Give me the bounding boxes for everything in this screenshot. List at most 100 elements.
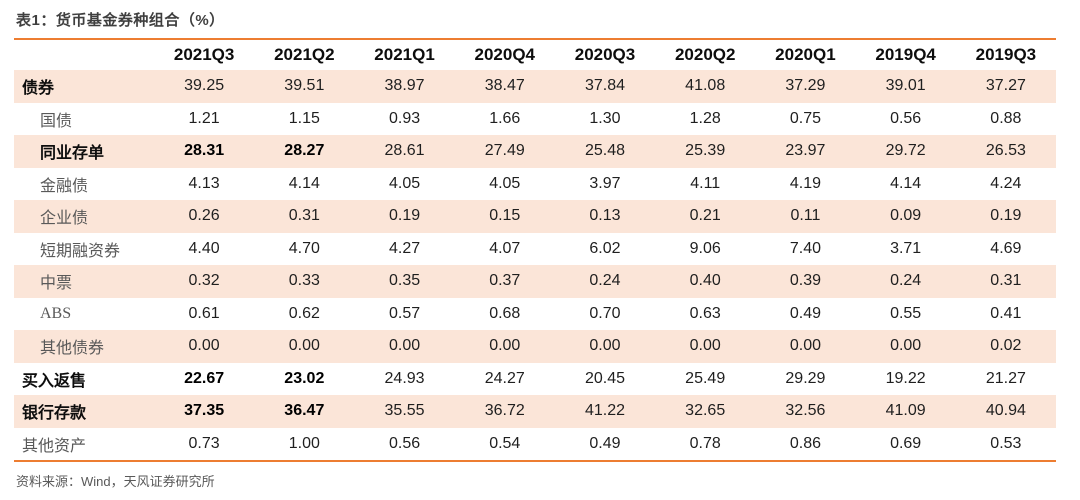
column-header: 2020Q4 bbox=[474, 45, 536, 64]
value-cell: 0.37 bbox=[489, 272, 521, 290]
value-cell: 29.72 bbox=[885, 142, 926, 160]
value-cell: 4.27 bbox=[388, 239, 421, 257]
row-label: ABS bbox=[40, 304, 72, 322]
header-corner-cell bbox=[14, 40, 154, 70]
value-cell: 0.40 bbox=[689, 272, 721, 290]
value-cell: 0.00 bbox=[689, 337, 721, 355]
row-label: 其他资产 bbox=[22, 437, 87, 455]
value-cell: 25.49 bbox=[685, 369, 726, 387]
table-row: 买入返售 22.67 23.02 24.93 24.27 20.45 25.49 29.29 1… bbox=[14, 363, 1056, 396]
data-table: 2021Q3 2021Q2 2021Q1 2020Q4 2020Q3 2020Q2 2020… bbox=[14, 40, 1056, 460]
row-label: 国债 bbox=[40, 112, 73, 130]
table-body: 债券 39.25 39.51 38.97 38.47 37.84 41.08 37.29 39.… bbox=[14, 70, 1056, 460]
value-cell: 41.09 bbox=[885, 402, 926, 420]
value-cell: 0.73 bbox=[188, 434, 220, 452]
value-cell: 0.78 bbox=[689, 434, 721, 452]
value-cell: 20.45 bbox=[584, 369, 625, 387]
value-cell: 29.29 bbox=[785, 369, 826, 387]
value-cell: 4.70 bbox=[288, 239, 320, 257]
value-cell: 0.88 bbox=[990, 109, 1022, 127]
value-cell: 24.27 bbox=[484, 369, 525, 387]
value-cell: 0.31 bbox=[288, 207, 320, 225]
value-cell: 0.54 bbox=[489, 434, 521, 452]
value-cell: 28.27 bbox=[284, 142, 325, 160]
value-cell: 28.31 bbox=[184, 142, 225, 160]
value-cell: 0.41 bbox=[990, 304, 1022, 322]
row-label: 中票 bbox=[40, 275, 73, 293]
row-label: 银行存款 bbox=[22, 405, 87, 423]
value-cell: 0.00 bbox=[388, 337, 421, 355]
table-row: ABS 0.61 0.62 0.57 0.68 0.70 0.63 0.49 0.55 0.41 bbox=[14, 298, 1056, 331]
row-label: 其他债券 bbox=[40, 340, 105, 358]
row-label: 债券 bbox=[22, 80, 55, 98]
value-cell: 0.93 bbox=[388, 109, 421, 127]
value-cell: 4.07 bbox=[489, 239, 521, 257]
value-cell: 0.86 bbox=[789, 434, 821, 452]
value-cell: 0.00 bbox=[288, 337, 320, 355]
value-cell: 39.25 bbox=[184, 77, 225, 95]
value-cell: 0.31 bbox=[990, 272, 1022, 290]
value-cell: 1.21 bbox=[188, 109, 220, 127]
value-cell: 37.35 bbox=[184, 402, 225, 420]
table-row: 企业债 0.26 0.31 0.19 0.15 0.13 0.21 0.11 0.09 0.19 bbox=[14, 200, 1056, 233]
value-cell: 1.28 bbox=[689, 109, 721, 127]
value-cell: 28.61 bbox=[384, 142, 425, 160]
top-rule bbox=[14, 38, 1056, 40]
value-cell: 7.40 bbox=[789, 239, 821, 257]
table-row: 债券 39.25 39.51 38.97 38.47 37.84 41.08 37.29 39.… bbox=[14, 70, 1056, 103]
column-header: 2021Q1 bbox=[374, 45, 435, 64]
value-cell: 25.39 bbox=[685, 142, 726, 160]
value-cell: 4.69 bbox=[990, 239, 1022, 257]
value-cell: 0.26 bbox=[188, 207, 220, 225]
column-header: 2019Q4 bbox=[875, 45, 936, 64]
value-cell: 0.24 bbox=[890, 272, 922, 290]
value-cell: 37.84 bbox=[584, 77, 625, 95]
value-cell: 38.97 bbox=[384, 77, 425, 95]
table-title: 表1：货币基金券种组合（%） bbox=[16, 12, 225, 29]
table-row: 中票 0.32 0.33 0.35 0.37 0.24 0.40 0.39 0.24 0.31 bbox=[14, 265, 1056, 298]
value-cell: 36.47 bbox=[284, 402, 325, 420]
row-label: 企业债 bbox=[40, 210, 89, 228]
value-cell: 32.56 bbox=[785, 402, 826, 420]
value-cell: 0.24 bbox=[589, 272, 621, 290]
value-cell: 39.51 bbox=[284, 77, 325, 95]
value-cell: 4.13 bbox=[188, 174, 220, 192]
value-cell: 26.53 bbox=[985, 142, 1026, 160]
value-cell: 0.57 bbox=[388, 304, 421, 322]
value-cell: 0.39 bbox=[789, 272, 821, 290]
value-cell: 0.49 bbox=[589, 434, 621, 452]
value-cell: 0.11 bbox=[790, 207, 821, 225]
value-cell: 0.75 bbox=[789, 109, 821, 127]
value-cell: 0.00 bbox=[890, 337, 922, 355]
table-row: 国债 1.21 1.15 0.93 1.66 1.30 1.28 0.75 0.56 0.88 bbox=[14, 103, 1056, 136]
row-label: 金融债 bbox=[40, 177, 89, 195]
value-cell: 0.63 bbox=[689, 304, 721, 322]
value-cell: 0.61 bbox=[188, 304, 220, 322]
table-row: 其他债券 0.00 0.00 0.00 0.00 0.00 0.00 0.00 0.00 0.02 bbox=[14, 330, 1056, 363]
value-cell: 0.33 bbox=[288, 272, 320, 290]
value-cell: 0.00 bbox=[589, 337, 621, 355]
row-label: 短期融资券 bbox=[40, 242, 121, 260]
value-cell: 0.55 bbox=[890, 304, 922, 322]
column-header: 2020Q3 bbox=[574, 45, 636, 64]
column-header: 2021Q2 bbox=[274, 45, 335, 64]
value-cell: 4.14 bbox=[288, 174, 320, 192]
column-header: 2019Q3 bbox=[975, 45, 1037, 64]
value-cell: 4.11 bbox=[690, 174, 721, 192]
value-cell: 0.00 bbox=[188, 337, 220, 355]
value-cell: 32.65 bbox=[685, 402, 726, 420]
value-cell: 0.09 bbox=[890, 207, 922, 225]
value-cell: 35.55 bbox=[384, 402, 425, 420]
row-label: 同业存单 bbox=[40, 145, 105, 163]
column-header: 2020Q2 bbox=[674, 45, 736, 64]
value-cell: 22.67 bbox=[184, 369, 225, 387]
value-cell: 0.00 bbox=[489, 337, 521, 355]
table-row: 同业存单 28.31 28.27 28.61 27.49 25.48 25.39 23.97 2… bbox=[14, 135, 1056, 168]
value-cell: 0.13 bbox=[589, 207, 621, 225]
value-cell: 0.19 bbox=[388, 207, 421, 225]
value-cell: 25.48 bbox=[584, 142, 625, 160]
value-cell: 0.35 bbox=[388, 272, 421, 290]
value-cell: 19.22 bbox=[885, 369, 926, 387]
value-cell: 0.00 bbox=[789, 337, 821, 355]
